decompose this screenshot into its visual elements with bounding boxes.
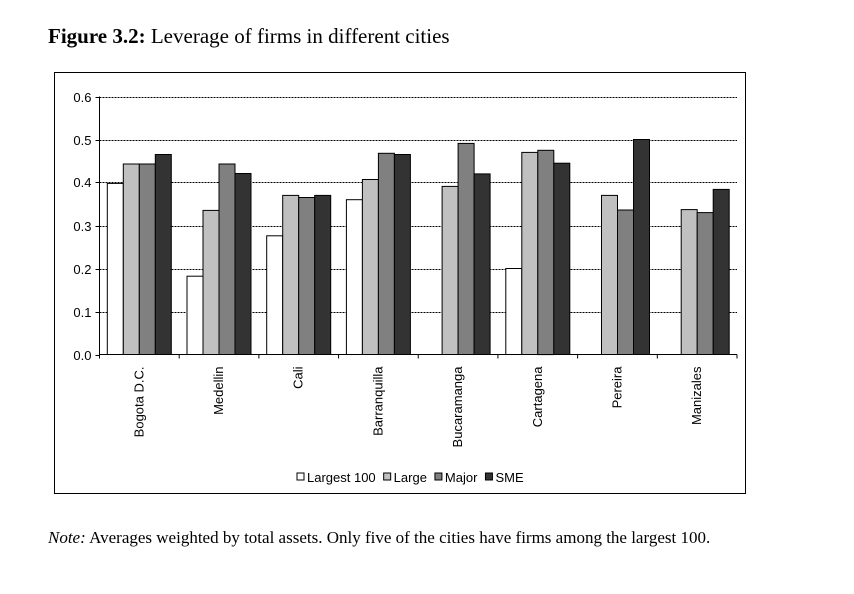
y-tick-label: 0.5 <box>73 133 91 148</box>
legend-swatch-major <box>434 472 443 481</box>
x-tick-label: Pereira <box>609 366 624 409</box>
bar-large <box>282 194 300 356</box>
bar-major <box>457 142 475 356</box>
bar-largest-100 <box>345 199 363 355</box>
bar-major <box>696 212 714 355</box>
bar-major <box>138 163 156 355</box>
bar-sme <box>393 154 411 355</box>
x-tick-label: Medellin <box>211 367 226 415</box>
bar-sme <box>633 139 650 355</box>
x-tick-label: Barranquilla <box>370 366 385 436</box>
figure-label: Figure 3.2: <box>48 24 146 48</box>
bar-major <box>377 152 395 355</box>
x-tick-label: Cartagena <box>530 366 545 427</box>
note-label: Note: <box>48 528 86 547</box>
bar-largest-100 <box>505 268 523 355</box>
bar-large <box>680 209 698 355</box>
x-tick-label: Bogota D.C. <box>131 367 146 438</box>
y-tick-label: 0.2 <box>73 262 91 277</box>
bar-sme <box>314 194 332 356</box>
y-tick-label: 0.3 <box>73 219 91 234</box>
bar-largest-100 <box>266 235 284 355</box>
bar-sme <box>234 173 252 355</box>
bar-major <box>537 149 555 356</box>
y-tick-label: 0.0 <box>73 348 91 363</box>
legend-swatch-sme <box>484 472 493 481</box>
y-tick-label: 0.1 <box>73 305 91 320</box>
bar-large <box>361 179 379 355</box>
bar-large <box>601 194 618 356</box>
legend-label-major: Major <box>445 470 478 485</box>
bar-largest-100 <box>106 182 124 356</box>
bar-major <box>617 209 634 355</box>
x-tick-label: Cali <box>291 366 306 389</box>
x-tick-label: Manizales <box>689 366 704 425</box>
figure-title-text: Leverage of firms in different cities <box>150 24 450 48</box>
legend-label-sme: SME <box>495 470 524 485</box>
y-tick-label: 0.6 <box>73 90 91 105</box>
figure-note: Note: Averages weighted by total assets.… <box>48 528 710 548</box>
x-tick-label: Bucaramanga <box>450 366 465 448</box>
bar-sme <box>473 173 491 356</box>
bar-major <box>298 197 316 355</box>
note-text: Averages weighted by total assets. Only … <box>89 528 711 547</box>
bar-large <box>122 163 140 355</box>
bar-large <box>202 209 220 355</box>
legend-swatch-large <box>383 472 392 481</box>
bar-large <box>521 151 539 356</box>
bar-largest-100 <box>186 275 204 355</box>
legend-swatch-largest-100 <box>296 472 305 481</box>
bar-sme <box>154 154 172 355</box>
y-tick-label: 0.4 <box>73 175 91 190</box>
bar-sme <box>712 188 730 356</box>
chart-frame: 0.0 0.1 0.2 0.3 0.4 0.5 0.6 Bogota D.C. Medellin… <box>54 72 746 494</box>
bar-large <box>441 185 459 356</box>
bar-sme <box>553 162 571 355</box>
bar-major <box>218 163 236 355</box>
legend-label-largest-100: Largest 100 <box>307 470 376 485</box>
legend-label-large: Large <box>394 470 427 485</box>
figure-title: Figure 3.2: Leverage of firms in differe… <box>48 24 450 49</box>
bar-chart: 0.0 0.1 0.2 0.3 0.4 0.5 0.6 Bogota D.C. Medellin… <box>73 90 738 485</box>
